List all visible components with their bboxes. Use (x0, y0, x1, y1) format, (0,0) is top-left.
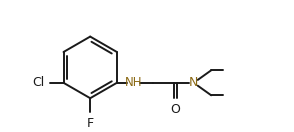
Text: O: O (170, 103, 180, 116)
Text: Cl: Cl (32, 76, 44, 89)
Text: NH: NH (124, 76, 142, 89)
Text: F: F (87, 117, 94, 130)
Text: N: N (189, 76, 198, 89)
